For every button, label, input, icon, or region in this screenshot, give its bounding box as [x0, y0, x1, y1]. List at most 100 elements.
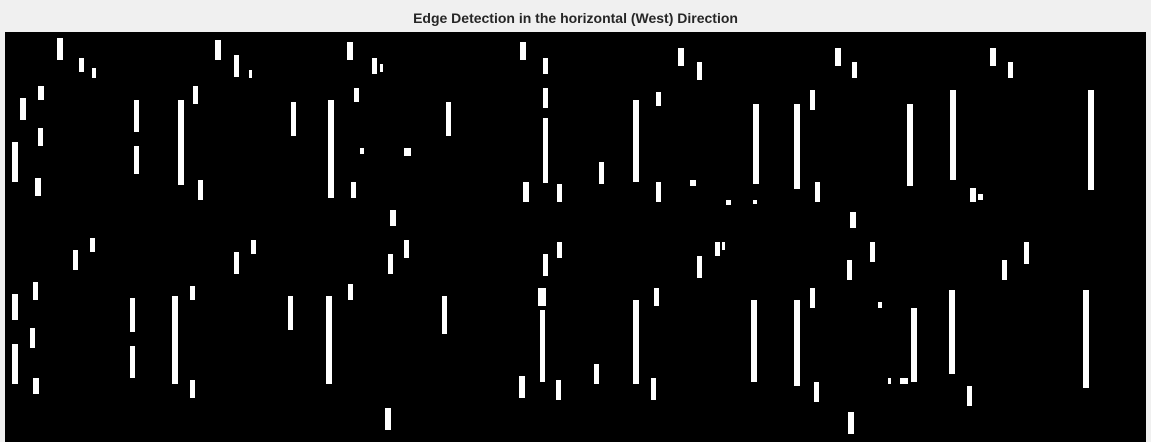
edge-pixel [978, 194, 983, 200]
edge-pixel [388, 254, 393, 274]
figure-title: Edge Detection in the horizontal (West) … [0, 0, 1151, 32]
edge-pixel [90, 238, 95, 252]
edge-pixel [523, 182, 529, 202]
edge-pixel [888, 378, 891, 384]
edge-pixel [835, 48, 841, 66]
edge-pixel [950, 90, 956, 180]
edge-pixel [651, 378, 656, 400]
edge-pixel [907, 104, 913, 186]
edge-pixel [404, 148, 411, 156]
edge-pixel [35, 178, 41, 196]
edge-pixel [442, 296, 447, 334]
edge-pixel [697, 256, 702, 278]
edge-pixel [134, 146, 139, 174]
edge-pixel [326, 296, 332, 384]
edge-pixel [810, 288, 815, 308]
edge-pixel [360, 148, 364, 154]
edge-pixel [38, 128, 43, 146]
edge-pixel [538, 288, 546, 306]
edge-pixel [633, 100, 639, 182]
edge-pixel [751, 300, 757, 382]
edge-pixel [850, 212, 856, 228]
edge-pixel [33, 282, 38, 300]
edge-pixel [193, 86, 198, 104]
edge-pixel [190, 286, 195, 300]
edge-pixel [328, 100, 334, 198]
edge-pixel [12, 294, 18, 320]
edge-pixel [130, 346, 135, 378]
edge-pixel [20, 98, 26, 120]
edge-pixel [815, 182, 820, 202]
edge-pixel [678, 48, 684, 66]
edge-pixel [726, 200, 731, 205]
edge-pixel [291, 102, 296, 136]
edge-pixel [190, 380, 195, 398]
edge-pixel [73, 250, 78, 270]
edge-pixel [848, 412, 854, 434]
edge-pixel [540, 310, 545, 382]
edge-pixel [697, 62, 702, 80]
edge-pixel [633, 300, 639, 384]
edge-pixel [847, 260, 852, 280]
edge-pixel [178, 100, 184, 185]
edge-pixel [234, 252, 239, 274]
edge-pixel [33, 378, 39, 394]
edge-pixel [852, 62, 857, 78]
edge-pixel [911, 308, 917, 382]
edge-pixel [251, 240, 256, 254]
edge-pixel [519, 376, 525, 398]
edge-pixel [1083, 290, 1089, 388]
edge-pixel [543, 88, 548, 108]
edge-pixel [656, 182, 661, 202]
edge-pixel [722, 242, 725, 250]
edge-pixel [599, 162, 604, 184]
edge-pixel [12, 142, 18, 182]
edge-pixel [348, 284, 353, 300]
edge-pixel [1008, 62, 1013, 78]
edge-pixel [520, 42, 526, 60]
edge-pixel [38, 86, 44, 100]
edge-pixel [79, 58, 84, 72]
edge-pixel [1088, 90, 1094, 190]
edge-pixel [557, 184, 562, 202]
edge-pixel [753, 104, 759, 184]
edge-pixel [543, 58, 548, 74]
edge-pixel [372, 58, 377, 74]
edge-pixel [30, 328, 35, 348]
edge-pixel [172, 296, 178, 384]
edge-pixel [794, 104, 800, 189]
edge-pixel [557, 242, 562, 258]
edge-pixel [380, 64, 383, 72]
edge-pixel [870, 242, 875, 262]
edge-pixel [654, 288, 659, 306]
edge-pixel [215, 40, 221, 60]
edge-pixel [390, 210, 396, 226]
edge-pixel [900, 378, 908, 384]
edge-pixel [130, 298, 135, 332]
edge-pixel [288, 296, 293, 330]
edge-pixel [990, 48, 996, 66]
edge-pixel [92, 68, 96, 78]
edge-pixel [949, 290, 955, 374]
edge-pixel [12, 344, 18, 384]
edge-pixel [249, 70, 252, 78]
edge-pixel [656, 92, 661, 106]
edge-pixel [446, 102, 451, 136]
edge-pixel [134, 100, 139, 132]
edge-pixel [543, 118, 548, 183]
edge-pixel [57, 38, 63, 60]
edge-pixel [753, 200, 757, 204]
edge-pixel [878, 302, 882, 308]
edge-pixel [594, 364, 599, 384]
edge-image [5, 32, 1146, 442]
edge-pixel [354, 88, 359, 102]
edge-pixel [810, 90, 815, 110]
edge-pixel [543, 254, 548, 276]
edge-pixel [1024, 242, 1029, 264]
edge-pixel [794, 300, 800, 386]
edge-pixel [234, 55, 239, 77]
edge-pixel [351, 182, 356, 198]
edge-pixel [1002, 260, 1007, 280]
edge-pixel [814, 382, 819, 402]
edge-pixel [970, 188, 976, 202]
